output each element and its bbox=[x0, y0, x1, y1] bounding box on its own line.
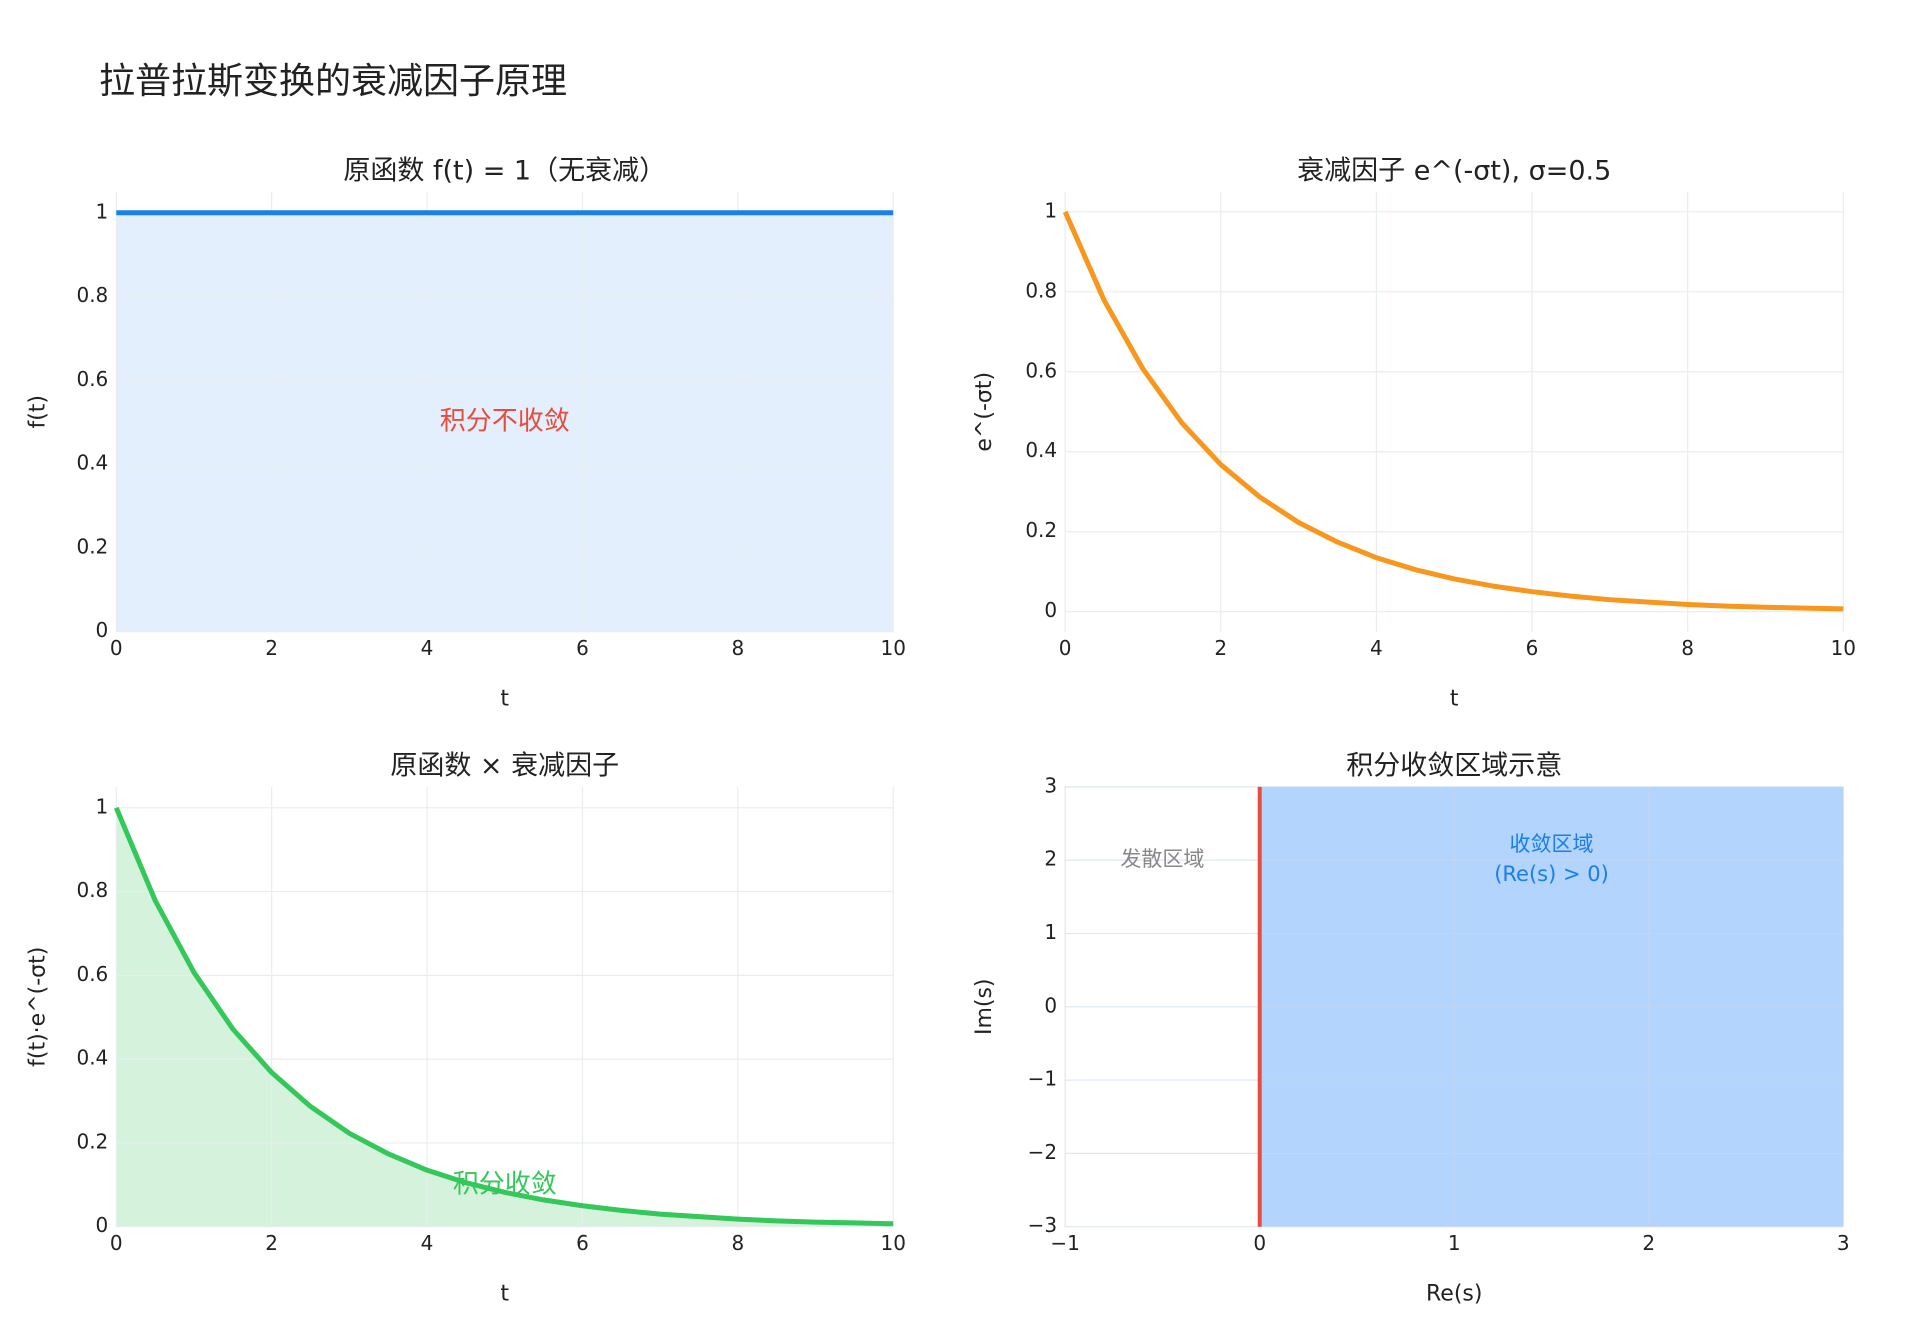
y-tick-label: 0.6 bbox=[76, 962, 108, 986]
area-fill bbox=[116, 212, 894, 632]
area-fill bbox=[116, 807, 894, 1227]
x-tick-label: 8 bbox=[731, 1231, 744, 1255]
y-tick-label: −3 bbox=[1028, 1213, 1057, 1237]
figure-title: 拉普拉斯变换的衰减因子原理 bbox=[99, 61, 567, 102]
y-tick-label: 1 bbox=[1044, 920, 1057, 944]
x-tick-label: 4 bbox=[421, 636, 434, 660]
x-tick-label: 10 bbox=[1831, 636, 1856, 660]
y-tick-label: −1 bbox=[1028, 1067, 1057, 1091]
subplot-title: 衰减因子 e^(-σt), σ=0.5 bbox=[1297, 155, 1611, 186]
subplot-title: 原函数 f(t) = 1（无衰减） bbox=[343, 155, 666, 186]
x-axis-label: t bbox=[500, 687, 509, 712]
x-tick-label: 6 bbox=[576, 1231, 589, 1255]
y-tick-label: 0 bbox=[1044, 993, 1057, 1017]
subplot-title: 积分收敛区域示意 bbox=[1346, 750, 1562, 781]
x-tick-label: 6 bbox=[1526, 636, 1539, 660]
annotation: 积分收敛 bbox=[453, 1169, 557, 1199]
y-tick-label: 0.4 bbox=[1025, 438, 1057, 462]
x-tick-label: 4 bbox=[421, 1231, 434, 1255]
line bbox=[113, 806, 894, 1227]
x-tick-label: 10 bbox=[880, 1231, 905, 1255]
y-axis-label: f(t) bbox=[25, 395, 50, 429]
x-tick-label: 2 bbox=[1214, 636, 1227, 660]
x-tick-label: 2 bbox=[265, 636, 278, 660]
subplot: 原函数 f(t) = 1（无衰减） t f(t) 0 2 4 6 8 10 0 0.2 0.4 0.6 0… bbox=[25, 155, 906, 711]
x-tick-label: 0 bbox=[110, 1231, 123, 1255]
y-tick-label: 0.2 bbox=[1025, 518, 1057, 542]
y-axis-label: e^(-σt) bbox=[972, 372, 997, 452]
x-tick-label: 4 bbox=[1370, 636, 1383, 660]
annotation: 收敛区域 bbox=[1509, 832, 1593, 856]
x-tick-label: 8 bbox=[731, 636, 744, 660]
subplot: 积分收敛区域示意 Re(s) Im(s) −1 0 1 2 3 −3 −2 −1 0 1 2 3 发散区域 收敛… bbox=[972, 750, 1850, 1306]
x-tick-label: 1 bbox=[1448, 1231, 1461, 1255]
x-axis-label: t bbox=[500, 1282, 509, 1307]
y-tick-label: 1 bbox=[96, 794, 109, 818]
x-tick-label: 2 bbox=[265, 1231, 278, 1255]
y-tick-label: 0.8 bbox=[76, 878, 108, 902]
x-tick-label: 3 bbox=[1837, 1231, 1850, 1255]
y-tick-label: 0.6 bbox=[1025, 358, 1057, 382]
x-tick-label: 6 bbox=[576, 636, 589, 660]
x-tick-label: −1 bbox=[1050, 1231, 1079, 1255]
y-tick-label: 0.2 bbox=[76, 1129, 108, 1153]
subplot-title: 原函数 × 衰减因子 bbox=[390, 750, 619, 781]
x-tick-label: 0 bbox=[110, 636, 123, 660]
x-axis-label: Re(s) bbox=[1426, 1282, 1482, 1307]
annotation: 发散区域 bbox=[1120, 847, 1204, 871]
y-tick-label: 0.4 bbox=[76, 451, 108, 475]
y-tick-label: 0 bbox=[96, 618, 109, 642]
y-tick-label: 0.4 bbox=[76, 1046, 108, 1070]
y-tick-label: 0.8 bbox=[1025, 278, 1057, 302]
annotation: (Re(s) > 0) bbox=[1494, 862, 1609, 886]
x-tick-label: 10 bbox=[880, 636, 905, 660]
subplot: 衰减因子 e^(-σt), σ=0.5 t e^(-σt) 0 2 4 6 8 10 0 0.2 0.… bbox=[972, 155, 1856, 711]
y-tick-label: 1 bbox=[1044, 198, 1057, 222]
y-tick-label: 0 bbox=[1044, 598, 1057, 622]
subplot: 原函数 × 衰减因子 t f(t)·e^(-σt) 0 2 4 6 8 10 0 0.2 0.4 0.6… bbox=[25, 750, 906, 1306]
y-tick-label: 0 bbox=[96, 1213, 109, 1237]
annotation: 积分不收敛 bbox=[440, 407, 570, 437]
y-tick-label: 1 bbox=[96, 199, 109, 223]
y-tick-label: 2 bbox=[1044, 847, 1057, 871]
x-tick-label: 0 bbox=[1253, 1231, 1266, 1255]
x-tick-label: 2 bbox=[1642, 1231, 1655, 1255]
y-tick-label: 3 bbox=[1044, 773, 1057, 797]
y-tick-label: 0.6 bbox=[76, 367, 108, 391]
x-tick-label: 0 bbox=[1059, 636, 1072, 660]
y-tick-label: 0.2 bbox=[76, 534, 108, 558]
x-tick-label: 8 bbox=[1681, 636, 1694, 660]
y-axis-label: Im(s) bbox=[972, 979, 997, 1036]
x-axis-label: t bbox=[1450, 687, 1459, 712]
y-tick-label: −2 bbox=[1028, 1140, 1057, 1164]
y-axis-label: f(t)·e^(-σt) bbox=[25, 947, 50, 1067]
y-tick-label: 0.8 bbox=[76, 283, 108, 307]
line bbox=[1062, 210, 1844, 612]
